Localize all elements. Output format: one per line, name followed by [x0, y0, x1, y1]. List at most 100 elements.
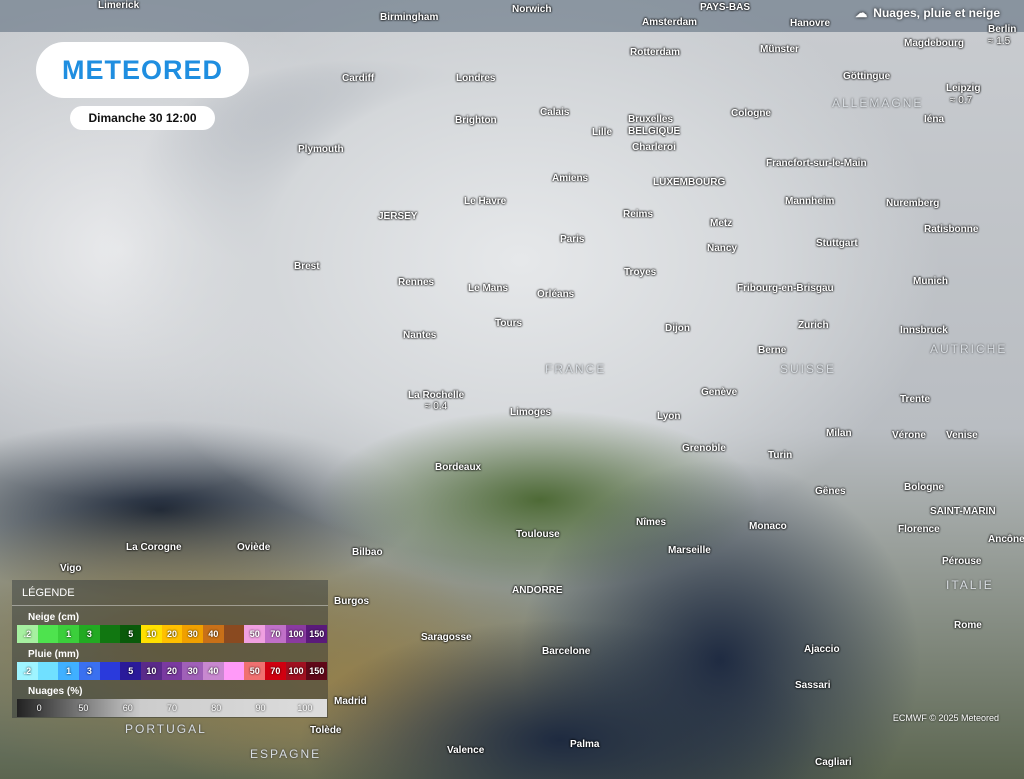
city-label: Bruxelles	[628, 114, 674, 125]
city-label: Dijon	[665, 323, 690, 334]
city-label: La Corogne	[126, 542, 182, 553]
rain-label: Pluie (mm)	[28, 649, 80, 660]
city-label: Zurich	[798, 320, 829, 331]
city-label: Grenoble	[682, 443, 726, 454]
city-label: Paris	[560, 234, 585, 245]
forecast-time[interactable]: Dimanche 30 12:00	[70, 106, 215, 130]
city-label: Milan	[826, 428, 852, 439]
scale-cell: 40	[203, 662, 224, 680]
city-label: Göttingue	[843, 71, 891, 82]
scale-cell: 100	[285, 625, 307, 643]
scale-cell: 5	[120, 625, 142, 643]
city-label: Plymouth	[298, 144, 344, 155]
city-label: Monaco	[749, 521, 787, 532]
city-label: LUXEMBOURG	[653, 177, 726, 188]
precip-amount: ≈ 1.5	[988, 36, 1011, 47]
scale-cell: 1	[58, 625, 80, 643]
city-label: Nuremberg	[886, 198, 940, 209]
city-label: Ancône	[988, 534, 1024, 545]
city-label: Tolède	[310, 725, 342, 736]
city-label: Magdebourg	[904, 38, 964, 49]
city-label: Oviède	[237, 542, 271, 553]
scale-cell: 70	[265, 662, 286, 680]
city-label: Venise	[946, 430, 978, 441]
city-label: Nîmes	[636, 517, 667, 528]
city-label: Pérouse	[942, 556, 982, 567]
city-label: Munich	[913, 276, 948, 287]
country-label: AUTRICHE	[930, 342, 1008, 356]
scale-cell: 3	[79, 625, 100, 643]
scale-tick: 60	[122, 703, 133, 713]
city-label: Bologne	[904, 482, 944, 493]
city-label: Berlin	[988, 24, 1017, 35]
scale-cell: 20	[161, 662, 183, 680]
city-label: Rome	[954, 620, 982, 631]
city-label: Stuttgart	[816, 238, 858, 249]
scale-cell	[37, 625, 59, 643]
city-label: Fribourg-en-Brisgau	[737, 283, 834, 294]
cloud-icon: ☁	[855, 6, 868, 20]
top-bar	[0, 0, 1024, 32]
scale-tick: 0	[36, 703, 42, 713]
city-label: Le Havre	[464, 196, 507, 207]
scale-cell: 20	[161, 625, 183, 643]
city-label: SAINT-MARIN	[930, 506, 996, 517]
city-label: Norwich	[512, 4, 552, 15]
city-label: Metz	[710, 218, 733, 229]
city-label: Ajaccio	[804, 644, 840, 655]
city-label: Francfort-sur-le-Main	[766, 158, 867, 169]
city-label: Nantes	[403, 330, 437, 341]
city-label: La Rochelle	[408, 390, 465, 401]
city-label: Madrid	[334, 696, 367, 707]
scale-cell	[223, 625, 245, 643]
scale-cell: 30	[182, 662, 204, 680]
city-label: BELGIQUE	[628, 126, 681, 137]
rain-scale: .2 1 3 5 10 20 30 40 50 70 100 150	[17, 662, 328, 680]
city-label: Bilbao	[352, 547, 383, 558]
city-label: Charleroi	[632, 142, 676, 153]
city-label: ANDORRE	[512, 585, 563, 596]
country-label: ESPAGNE	[250, 747, 322, 761]
meteored-logo[interactable]: METEORED	[36, 42, 249, 98]
city-label: Vigo	[60, 563, 82, 574]
city-label: Hanovre	[790, 18, 831, 29]
scale-cell: 3	[79, 662, 100, 680]
scale-cell: 1	[58, 662, 80, 680]
precip-amount: ≈ 0.7	[950, 95, 973, 106]
layer-title-text: Nuages, pluie et neige	[873, 6, 1000, 20]
country-label: FRANCE	[545, 362, 607, 376]
country-label: SUISSE	[780, 362, 837, 376]
scale-cell	[37, 662, 59, 680]
city-label: Iéna	[924, 114, 945, 125]
city-label: Le Mans	[468, 283, 509, 294]
scale-cell: 30	[182, 625, 204, 643]
city-label: Gênes	[815, 486, 846, 497]
city-label: Brighton	[455, 115, 497, 126]
scale-cell	[99, 625, 121, 643]
scale-cell: 70	[265, 625, 286, 643]
city-label: Limerick	[98, 0, 140, 11]
country-label: ITALIE	[946, 578, 994, 592]
city-label: Tours	[495, 318, 523, 329]
city-label: Rotterdam	[630, 47, 681, 58]
clouds-scale: 0 50 60 70 80 90 100	[17, 699, 327, 717]
city-label: Palma	[570, 739, 600, 750]
scale-tick: 50	[78, 703, 89, 713]
city-label: Toulouse	[516, 529, 560, 540]
scale-cell	[99, 662, 121, 680]
snow-label: Neige (cm)	[28, 612, 80, 623]
city-label: Londres	[456, 73, 496, 84]
city-label: Saragosse	[421, 632, 472, 643]
city-label: Calais	[540, 107, 570, 118]
city-label: Troyes	[624, 267, 657, 278]
scale-cell	[223, 662, 245, 680]
city-label: Marseille	[668, 545, 711, 556]
city-label: Nancy	[707, 243, 738, 254]
scale-cell: 150	[306, 625, 328, 643]
scale-cell: 10	[141, 625, 162, 643]
scale-cell: 150	[306, 662, 328, 680]
city-label: Barcelone	[542, 646, 591, 657]
city-label: JERSEY	[378, 211, 418, 222]
city-label: Genève	[701, 387, 738, 398]
country-label: ALLEMAGNE	[832, 96, 924, 110]
